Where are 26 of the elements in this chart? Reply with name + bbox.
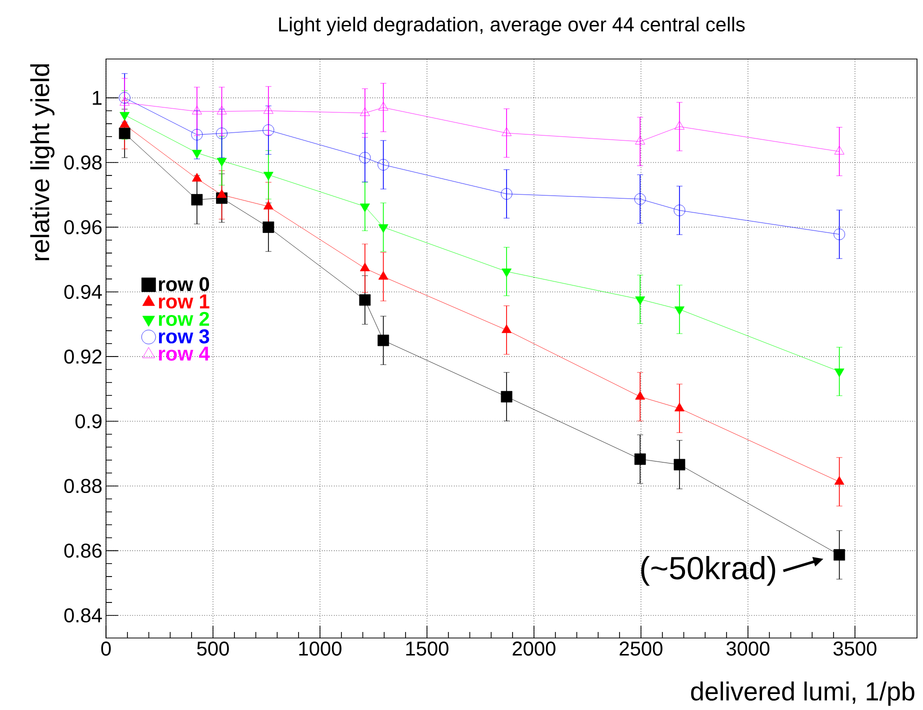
chart-title: Light yield degradation, average over 44 central cells [279, 16, 745, 36]
y-tick-label: 0.84 [64, 608, 102, 622]
legend-label: row 1 [158, 294, 210, 309]
x-tick-label: 1500 [406, 642, 448, 656]
x-tick-label: 3500 [833, 642, 876, 656]
x-tick-label: 2500 [620, 642, 662, 656]
x-axis-title: delivered lumi, 1/pb [691, 682, 914, 706]
x-tick-label: 1000 [299, 642, 342, 656]
annotation: (~50krad) [641, 556, 776, 586]
x-tick-label: 2000 [512, 642, 556, 656]
y-tick-label: 0.9 [75, 414, 102, 428]
y-tick-label: 0.94 [64, 284, 102, 299]
x-tick-label: 3000 [726, 642, 770, 656]
y-tick-label: 0.92 [64, 350, 102, 364]
legend-label: row 3 [158, 329, 210, 344]
y-tick-label: 1 [92, 90, 102, 105]
legend-label: row 4 [158, 346, 210, 361]
legend-label: row 2 [158, 312, 210, 326]
y-tick-label: 0.98 [64, 155, 102, 170]
y-tick-label: 0.88 [64, 478, 102, 494]
x-tick-label: 0 [101, 642, 111, 656]
legend-label: row 0 [158, 277, 210, 292]
y-tick-label: 0.96 [64, 220, 102, 234]
x-tick-label: 500 [197, 642, 229, 656]
y-axis-title: relative light yield [30, 64, 54, 260]
y-tick-label: 0.86 [64, 544, 102, 558]
